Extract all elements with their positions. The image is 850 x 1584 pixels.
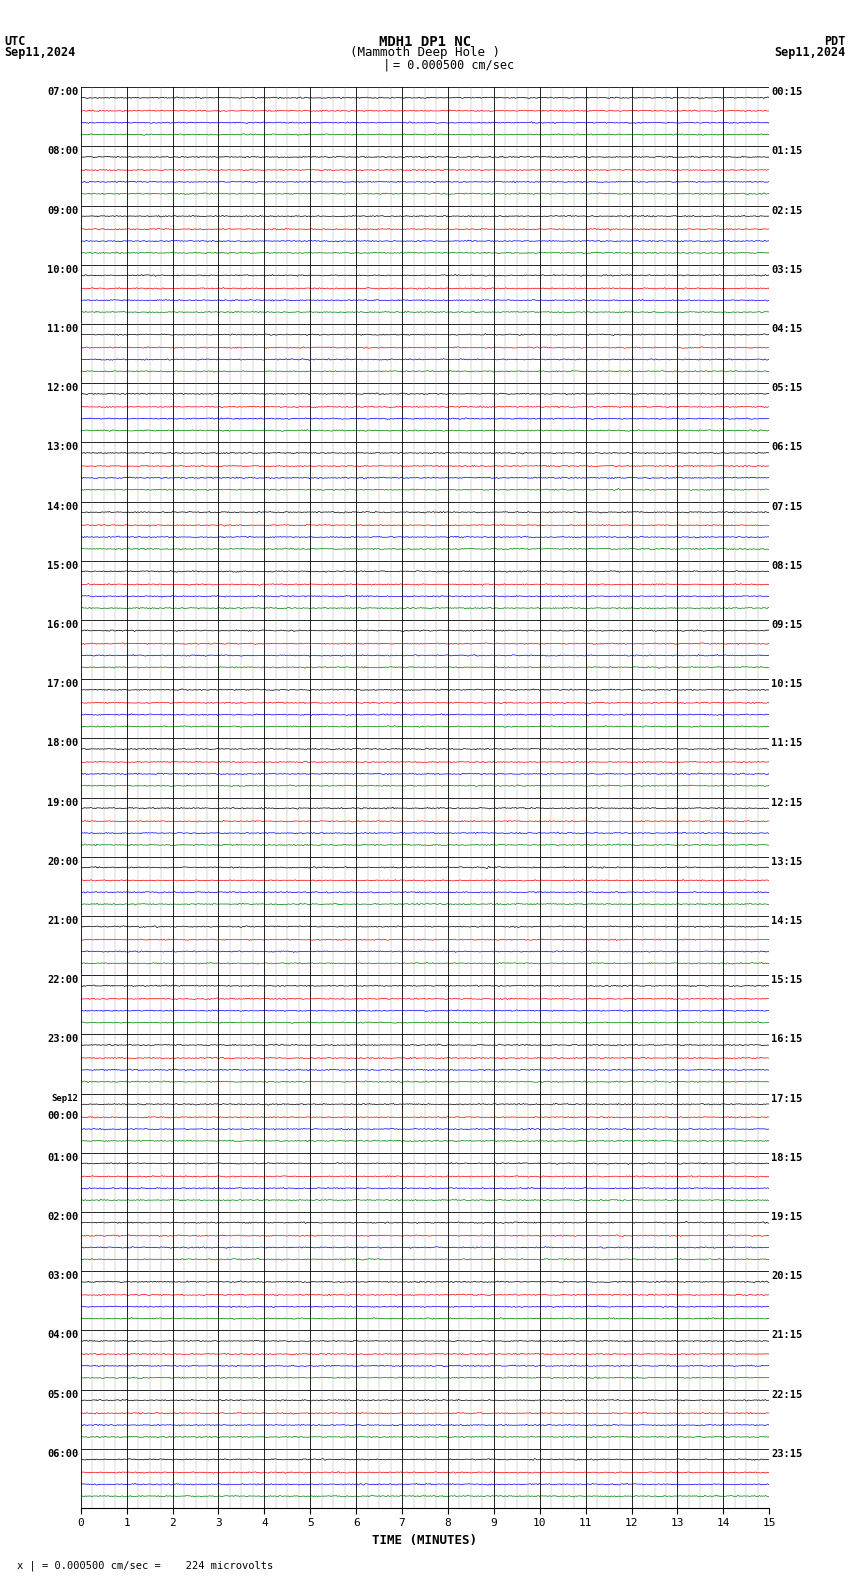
- Text: 12:15: 12:15: [771, 797, 802, 808]
- Text: PDT: PDT: [824, 35, 846, 48]
- Text: 11:00: 11:00: [48, 325, 79, 334]
- Text: 22:00: 22:00: [48, 976, 79, 985]
- Text: 20:00: 20:00: [48, 857, 79, 866]
- Text: 10:00: 10:00: [48, 265, 79, 274]
- Text: 08:00: 08:00: [48, 146, 79, 157]
- Text: 03:15: 03:15: [771, 265, 802, 274]
- Text: Sep11,2024: Sep11,2024: [4, 46, 76, 59]
- Text: 18:00: 18:00: [48, 738, 79, 748]
- Text: 17:00: 17:00: [48, 680, 79, 689]
- Text: 20:15: 20:15: [771, 1270, 802, 1281]
- Text: 04:00: 04:00: [48, 1331, 79, 1340]
- Text: 01:15: 01:15: [771, 146, 802, 157]
- Text: 13:00: 13:00: [48, 442, 79, 453]
- Text: 00:00: 00:00: [48, 1110, 79, 1120]
- Text: |: |: [383, 59, 390, 71]
- Text: 11:15: 11:15: [771, 738, 802, 748]
- Text: 10:15: 10:15: [771, 680, 802, 689]
- X-axis label: TIME (MINUTES): TIME (MINUTES): [372, 1533, 478, 1548]
- Text: 08:15: 08:15: [771, 561, 802, 570]
- Text: 17:15: 17:15: [771, 1093, 802, 1104]
- Text: = 0.000500 cm/sec: = 0.000500 cm/sec: [393, 59, 513, 71]
- Text: 18:15: 18:15: [771, 1153, 802, 1163]
- Text: 22:15: 22:15: [771, 1389, 802, 1400]
- Text: 09:15: 09:15: [771, 619, 802, 630]
- Text: 15:15: 15:15: [771, 976, 802, 985]
- Text: 00:15: 00:15: [771, 87, 802, 97]
- Text: 07:00: 07:00: [48, 87, 79, 97]
- Text: x | = 0.000500 cm/sec =    224 microvolts: x | = 0.000500 cm/sec = 224 microvolts: [17, 1560, 273, 1571]
- Text: 05:15: 05:15: [771, 383, 802, 393]
- Text: 05:00: 05:00: [48, 1389, 79, 1400]
- Text: 12:00: 12:00: [48, 383, 79, 393]
- Text: 01:00: 01:00: [48, 1153, 79, 1163]
- Text: 19:00: 19:00: [48, 797, 79, 808]
- Text: 03:00: 03:00: [48, 1270, 79, 1281]
- Text: 19:15: 19:15: [771, 1212, 802, 1221]
- Text: 13:15: 13:15: [771, 857, 802, 866]
- Text: 14:00: 14:00: [48, 502, 79, 512]
- Text: 16:15: 16:15: [771, 1034, 802, 1044]
- Text: 02:00: 02:00: [48, 1212, 79, 1221]
- Text: Sep12: Sep12: [52, 1093, 79, 1102]
- Text: (Mammoth Deep Hole ): (Mammoth Deep Hole ): [350, 46, 500, 59]
- Text: 16:00: 16:00: [48, 619, 79, 630]
- Text: 21:15: 21:15: [771, 1331, 802, 1340]
- Text: 04:15: 04:15: [771, 325, 802, 334]
- Text: 09:00: 09:00: [48, 206, 79, 215]
- Text: 15:00: 15:00: [48, 561, 79, 570]
- Text: 06:00: 06:00: [48, 1449, 79, 1459]
- Text: MDH1 DP1 NC: MDH1 DP1 NC: [379, 35, 471, 49]
- Text: 21:00: 21:00: [48, 916, 79, 927]
- Text: 23:00: 23:00: [48, 1034, 79, 1044]
- Text: 02:15: 02:15: [771, 206, 802, 215]
- Text: 06:15: 06:15: [771, 442, 802, 453]
- Text: UTC: UTC: [4, 35, 26, 48]
- Text: 23:15: 23:15: [771, 1449, 802, 1459]
- Text: 07:15: 07:15: [771, 502, 802, 512]
- Text: 14:15: 14:15: [771, 916, 802, 927]
- Text: Sep11,2024: Sep11,2024: [774, 46, 846, 59]
